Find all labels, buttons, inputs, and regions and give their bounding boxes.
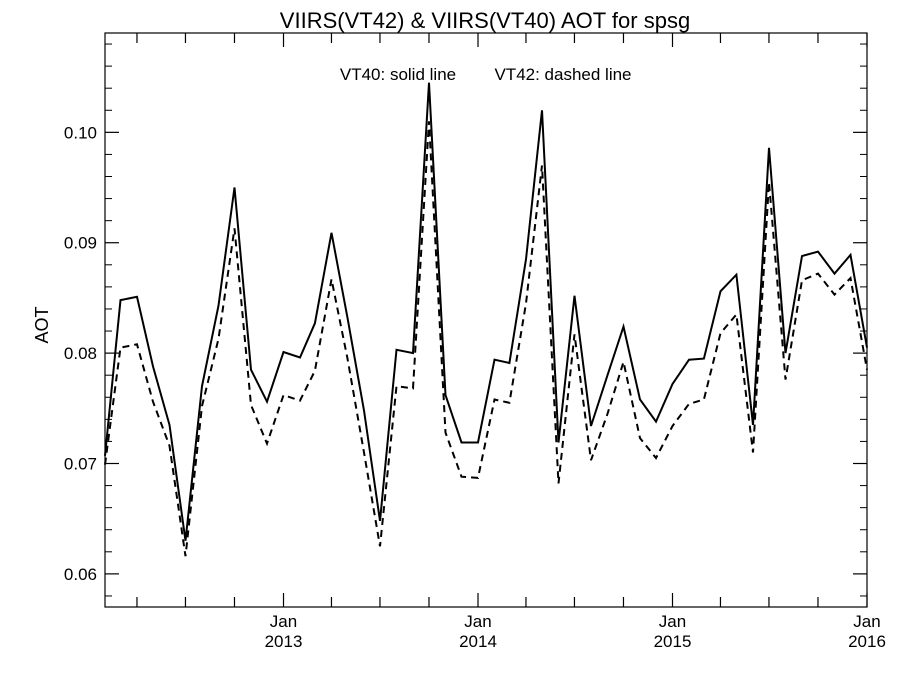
chart-title: VIIRS(VT42) & VIIRS(VT40) AOT for spsg — [280, 8, 690, 33]
solid-line-note: VT40: solid line — [340, 65, 456, 84]
plot-frame — [104, 32, 868, 608]
y-tick-label: 0.10 — [64, 123, 97, 142]
x-tick-label-year: 2015 — [654, 632, 692, 651]
x-tick-label-month: Jan — [659, 612, 686, 631]
y-tick-label: 0.07 — [64, 455, 97, 474]
series-line-vt42 — [104, 121, 868, 557]
x-tick-label-year: 2013 — [265, 632, 303, 651]
x-tick-label-year: 2016 — [848, 632, 886, 651]
y-tick-label: 0.09 — [64, 234, 97, 253]
y-axis-label: AOT — [32, 306, 52, 343]
series-line-vt40 — [104, 82, 868, 541]
x-tick-label-month: Jan — [464, 612, 491, 631]
y-tick-label: 0.06 — [64, 565, 97, 584]
x-tick-label-month: Jan — [853, 612, 880, 631]
dashed-line-note: VT42: dashed line — [494, 65, 631, 84]
x-tick-label-year: 2014 — [459, 632, 497, 651]
x-tick-label-month: Jan — [270, 612, 297, 631]
y-tick-label: 0.08 — [64, 344, 97, 363]
